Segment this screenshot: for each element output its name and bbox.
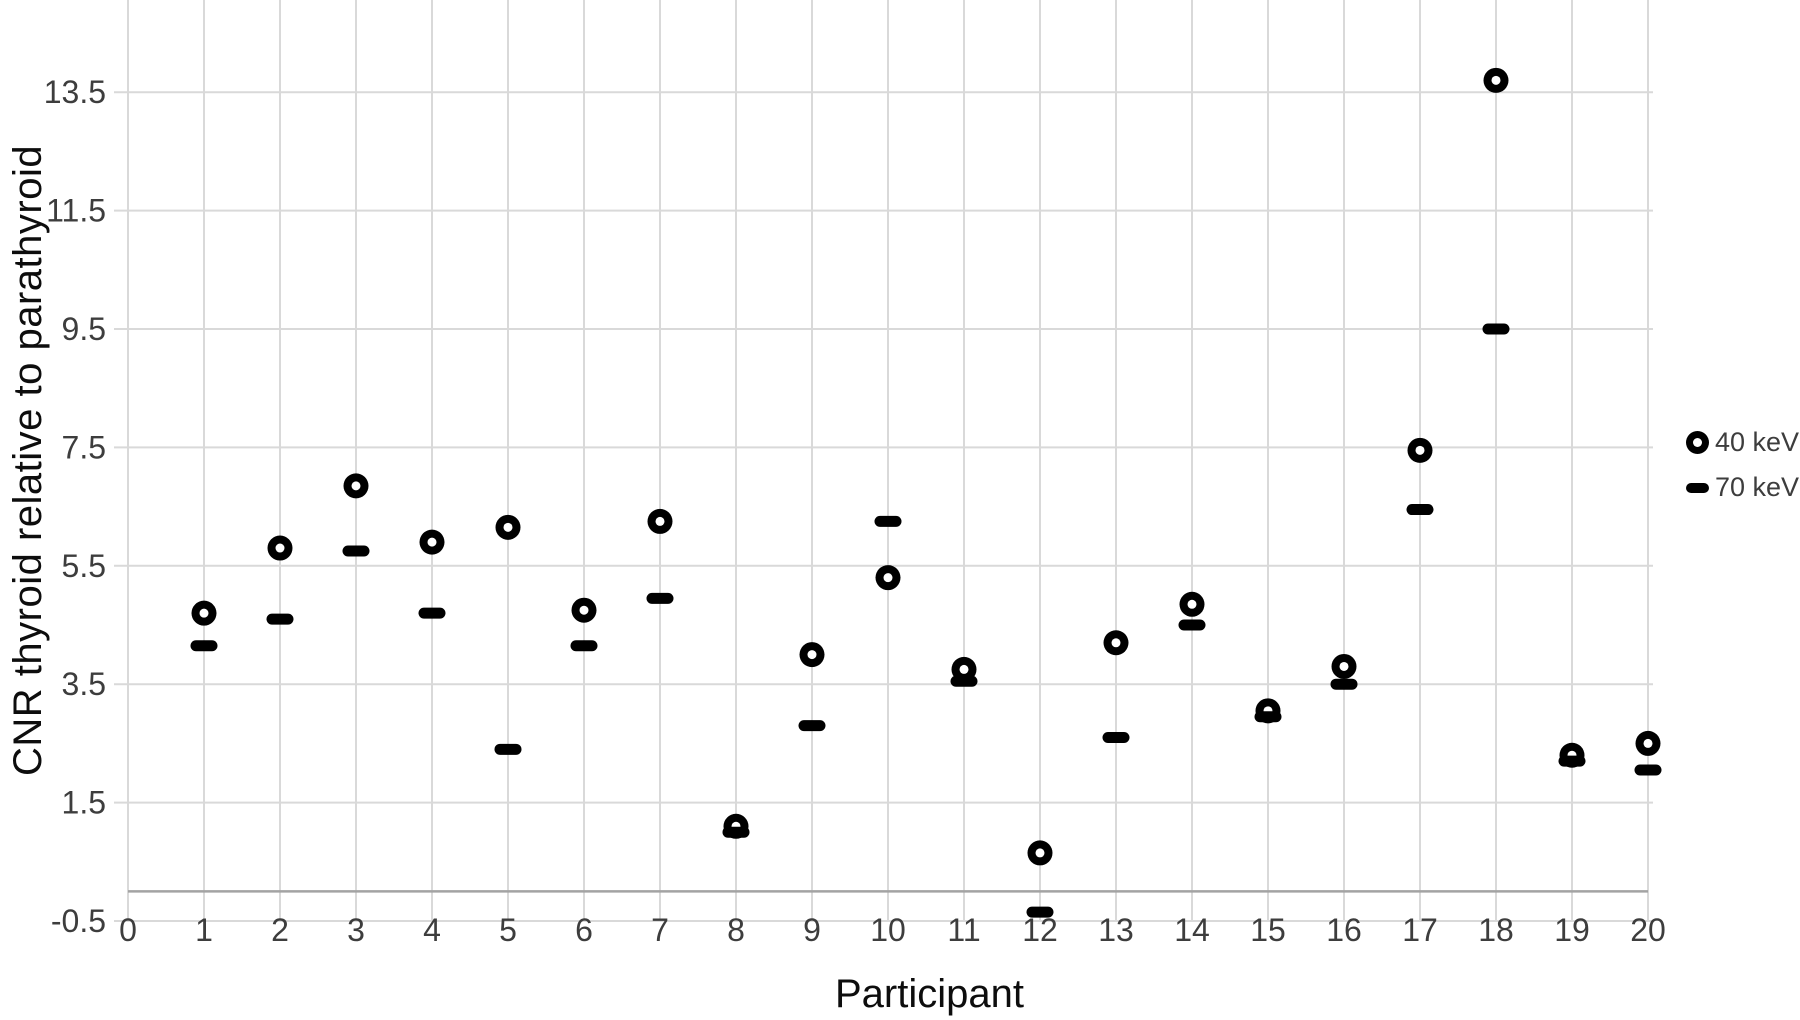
legend-item-40kev: 40 keV [1686,420,1799,465]
data-point-70kev [1406,504,1434,516]
data-point-40kev-hole [959,664,969,674]
x-tick-label: 19 [1554,912,1590,948]
data-point-40kev-hole [199,608,209,618]
legend-70kev-dash-marker-icon [1686,482,1709,493]
x-tick-label: 15 [1250,912,1286,948]
data-point-40kev-hole [1187,599,1197,609]
x-tick-label: 20 [1630,912,1666,948]
data-point-70kev [418,607,446,619]
x-tick-label: 13 [1098,912,1134,948]
legend-40kev-circle-marker-icon [1686,431,1709,454]
data-point-40kev-hole [1643,738,1653,748]
data-point-70kev [266,613,294,625]
y-tick-label: 11.5 [46,193,106,229]
x-tick-label: 8 [727,912,745,948]
data-point-70kev [190,640,218,652]
data-point-70kev [646,592,674,604]
x-tick-label: 12 [1022,912,1058,948]
x-tick-label: 0 [119,912,137,948]
data-point-40kev-hole [351,481,361,491]
data-point-40kev-hole [883,573,893,583]
data-point-70kev [494,743,522,755]
x-tick-label: 11 [947,912,980,948]
data-point-70kev [1026,906,1054,918]
data-point-70kev [798,720,826,732]
legend-label-40kev: 40 keV [1715,427,1800,457]
data-point-70kev [1254,711,1282,723]
data-point-40kev-hole [427,537,437,547]
x-tick-label: 4 [423,912,441,948]
data-point-70kev [1558,755,1586,767]
x-tick-label: 16 [1326,912,1362,948]
x-tick-label: 6 [575,912,593,948]
y-tick-label: 13.5 [44,74,106,110]
data-point-70kev [1178,619,1206,631]
x-tick-label: 3 [347,912,365,948]
x-tick-label: 10 [870,912,906,948]
x-tick-label: 5 [499,912,517,948]
y-tick-label: -0.5 [51,903,106,939]
data-point-70kev [1102,731,1130,743]
data-point-70kev [722,826,750,838]
data-point-40kev-hole [1339,661,1349,671]
x-tick-label: 1 [195,912,213,948]
y-tick-label: 7.5 [62,429,106,465]
data-point-40kev-hole [275,543,285,553]
x-tick-label: 2 [271,912,289,948]
data-point-70kev [1482,323,1510,335]
data-point-40kev-hole [579,605,589,615]
x-axis-title: Participant [835,972,1024,1016]
data-point-70kev [950,675,978,687]
x-tick-label: 9 [803,912,821,948]
data-point-40kev-hole [655,516,665,526]
data-point-70kev [874,515,902,527]
data-point-40kev-hole [1035,848,1045,858]
data-point-40kev-hole [1111,638,1121,648]
y-tick-label: 1.5 [62,785,106,821]
data-point-70kev [1330,678,1358,690]
y-tick-label: 9.5 [62,311,106,347]
data-point-40kev-hole [1415,445,1425,455]
legend-label-70kev: 70 keV [1715,472,1800,502]
legend: 40 keV 70 keV [1686,420,1799,510]
y-tick-label: 5.5 [62,548,106,584]
data-point-40kev-hole [503,522,513,532]
x-tick-label: 14 [1174,912,1210,948]
data-point-70kev [342,545,370,557]
x-tick-label: 7 [651,912,669,948]
legend-item-70kev: 70 keV [1686,465,1799,510]
data-point-40kev-hole [807,650,817,660]
x-tick-label: 17 [1402,912,1438,948]
data-point-70kev [570,640,598,652]
y-axis-title: CNR thyroid relative to parathyroid [6,144,50,777]
y-tick-label: 3.5 [62,666,106,702]
x-tick-label: 18 [1478,912,1514,948]
data-point-40kev-hole [1491,75,1501,85]
data-point-70kev [1634,764,1662,776]
